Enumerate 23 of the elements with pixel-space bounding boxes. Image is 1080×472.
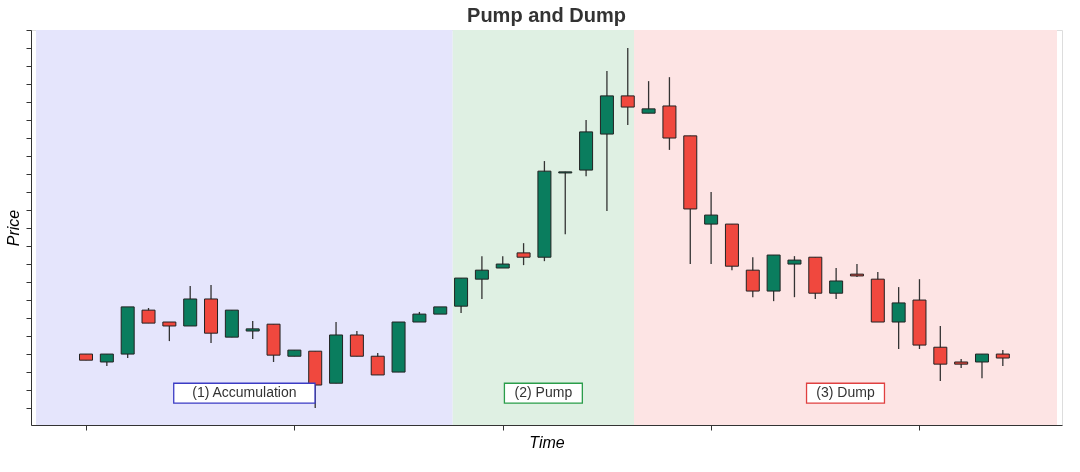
candlestick <box>474 255 489 300</box>
candlestick <box>787 255 802 298</box>
x-axis-title: Time <box>529 434 565 451</box>
candlestick <box>933 325 948 382</box>
candlestick <box>558 171 573 235</box>
candlestick <box>829 267 844 300</box>
candlestick <box>516 242 531 266</box>
annotation: (1) Accumulation <box>192 383 297 400</box>
candlestick <box>974 353 989 379</box>
y-axis-title: Price <box>5 209 22 247</box>
candlestick <box>745 256 760 298</box>
candlestick <box>349 330 364 357</box>
candlestick <box>704 191 719 265</box>
chart-title: Pump and Dump <box>467 3 626 26</box>
candlestick <box>620 47 635 126</box>
candlestick <box>641 80 656 114</box>
candlestick <box>849 263 864 278</box>
annotation: (3) Dump <box>816 383 875 400</box>
candlestick <box>245 320 260 340</box>
candlestick <box>162 321 177 342</box>
candlestick <box>891 286 906 350</box>
candlestick <box>370 352 385 376</box>
annotation: (2) Pump <box>514 383 573 400</box>
